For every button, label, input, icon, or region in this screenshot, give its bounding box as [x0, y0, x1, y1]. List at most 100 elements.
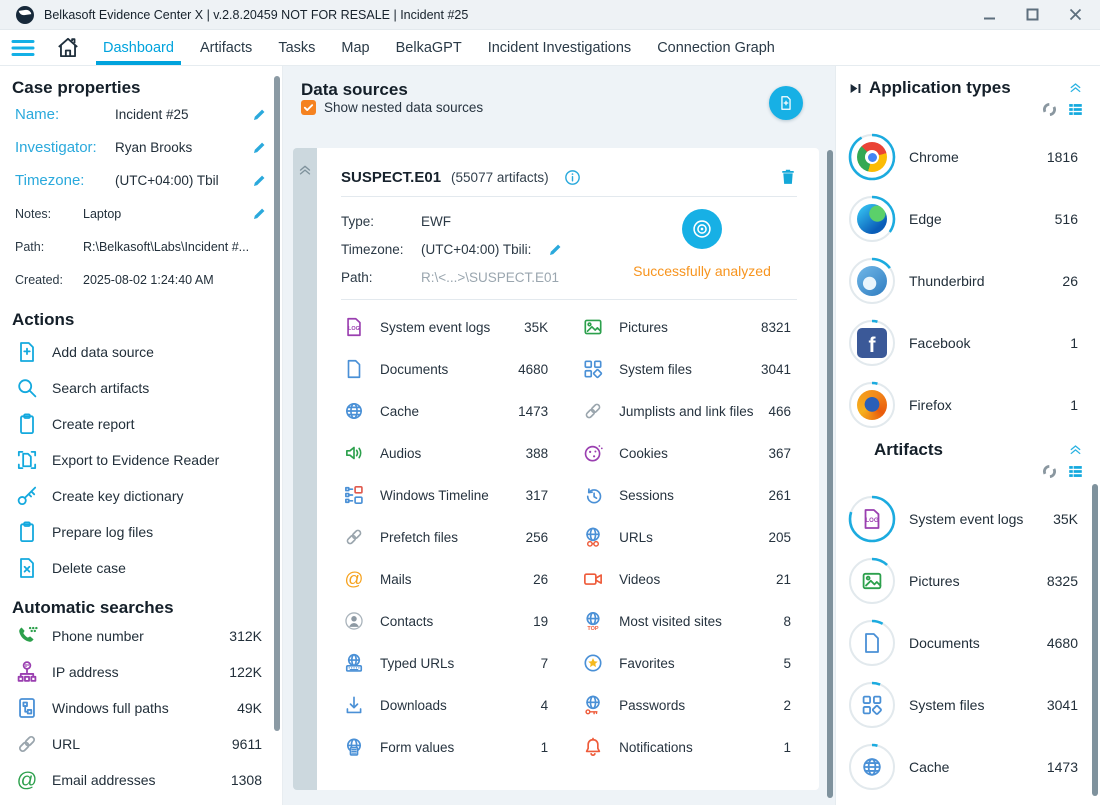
auto-search-email-addresses[interactable]: @ Email addresses 1308: [12, 762, 268, 798]
info-icon[interactable]: [563, 168, 582, 187]
app-type-firefox[interactable]: Firefox 1: [848, 374, 1086, 436]
stat-documents[interactable]: Documents 4680: [343, 348, 548, 390]
artifact-cache[interactable]: Cache 1473: [848, 736, 1086, 798]
artifact-documents[interactable]: Documents 4680: [848, 612, 1086, 674]
auto-search-phone-number[interactable]: Phone number 312K: [12, 618, 268, 654]
edit-pencil-icon[interactable]: [251, 205, 268, 222]
key-icon: [15, 484, 39, 508]
edit-pencil-icon[interactable]: [251, 139, 268, 156]
stat-mails[interactable]: @ Mails 26: [343, 558, 549, 600]
auto-search-label: URL: [52, 736, 81, 752]
right-panel-scrollbar[interactable]: [1092, 484, 1098, 796]
stat-notifications[interactable]: Notifications 1: [582, 726, 791, 768]
auto-search-count: 9611: [231, 736, 262, 752]
stat-count: 317: [525, 487, 549, 503]
tab-connection-graph[interactable]: Connection Graph: [657, 39, 775, 56]
stat-downloads[interactable]: Downloads 4: [343, 684, 548, 726]
data-source-artifact-count: (55077 artifacts): [451, 169, 549, 185]
center-panel-scrollbar[interactable]: [827, 150, 833, 798]
stat-prefetch-files[interactable]: Prefetch files 256: [343, 516, 548, 558]
hamburger-menu-icon[interactable]: [0, 30, 46, 65]
collapse-section-icon[interactable]: [1067, 440, 1084, 457]
stat-count: 367: [768, 445, 791, 461]
minimize-button[interactable]: [983, 8, 996, 21]
action-label: Add data source: [52, 344, 154, 360]
app-type-chrome[interactable]: Chrome 1816: [848, 126, 1086, 188]
case-timezone-row: Timezone: (UTC+04:00) Tbil: [12, 164, 268, 197]
stat-audios[interactable]: Audios 388: [343, 432, 548, 474]
stat-cookies[interactable]: Cookies 367: [582, 432, 791, 474]
edit-pencil-icon[interactable]: [547, 241, 564, 258]
tab-map[interactable]: Map: [341, 39, 370, 56]
action-prepare-log-files[interactable]: Prepare log files: [12, 514, 268, 550]
edit-pencil-icon[interactable]: [251, 106, 268, 123]
action-delete-case[interactable]: Delete case: [12, 550, 268, 586]
action-add-data-source[interactable]: Add data source: [12, 334, 268, 370]
action-create-key-dictionary[interactable]: Create key dictionary: [12, 478, 268, 514]
stat-system-event-logs[interactable]: LOG System event logs 35K: [343, 306, 548, 348]
auto-search-url[interactable]: URL 9611: [12, 726, 268, 762]
home-icon[interactable]: [46, 30, 90, 65]
stat-count: 256: [525, 529, 549, 545]
document-icon: [343, 358, 365, 380]
add-data-source-fab[interactable]: [769, 86, 803, 120]
list-view-icon[interactable]: [1067, 101, 1084, 118]
stat-videos[interactable]: Videos 21: [582, 558, 791, 600]
refresh-icon[interactable]: [1041, 101, 1058, 118]
stat-urls[interactable]: URLs 205: [582, 516, 791, 558]
tab-tasks[interactable]: Tasks: [278, 39, 316, 56]
stat-favorites[interactable]: Favorites 5: [582, 642, 791, 684]
passwords-key-icon: [582, 694, 604, 716]
app-type-thunderbird[interactable]: Thunderbird 26: [848, 250, 1086, 312]
show-nested-checkbox-row[interactable]: Show nested data sources: [301, 100, 835, 115]
stat-passwords[interactable]: Passwords 2: [582, 684, 791, 726]
auto-search-ip-address[interactable]: IP IP address 122K: [12, 654, 268, 690]
stat-count: 1: [540, 739, 549, 755]
action-export-evidence-reader[interactable]: Export to Evidence Reader: [12, 442, 268, 478]
stat-pictures[interactable]: Pictures 8321: [582, 306, 791, 348]
app-type-facebook[interactable]: f Facebook 1: [848, 312, 1086, 374]
svg-text:LOG: LOG: [866, 518, 879, 524]
stat-sessions[interactable]: Sessions 261: [582, 474, 791, 516]
artifact-label: Pictures: [909, 573, 960, 589]
tab-belkagpt[interactable]: BelkaGPT: [395, 39, 462, 56]
app-type-label: Facebook: [909, 335, 971, 351]
stat-count: 261: [768, 487, 791, 503]
artifact-pictures[interactable]: Pictures 8325: [848, 550, 1086, 612]
speaker-icon: [343, 442, 365, 464]
auto-search-windows-full-paths[interactable]: Windows full paths 49K: [12, 690, 268, 726]
left-panel-scrollbar[interactable]: [274, 76, 280, 731]
app-type-edge[interactable]: Edge 516: [848, 188, 1086, 250]
trash-icon[interactable]: [779, 168, 797, 186]
action-search-artifacts[interactable]: Search artifacts: [12, 370, 268, 406]
stat-typed-urls[interactable]: Typed URLs 7: [343, 642, 548, 684]
maximize-button[interactable]: [1026, 8, 1039, 21]
stat-form-values[interactable]: Form values 1: [343, 726, 548, 768]
collapse-chevron-icon[interactable]: [296, 160, 314, 790]
title-bar: Belkasoft Evidence Center X | v.2.8.2045…: [0, 0, 1100, 30]
stat-contacts[interactable]: Contacts 19: [343, 600, 548, 642]
checkbox-checked-icon[interactable]: [301, 100, 316, 115]
stat-system-files[interactable]: System files 3041: [582, 348, 791, 390]
list-view-icon[interactable]: [1067, 463, 1084, 480]
tab-artifacts[interactable]: Artifacts: [199, 39, 253, 56]
artifact-system-event-logs[interactable]: LOG System event logs 35K: [848, 488, 1086, 550]
artifact-system-files[interactable]: System files 3041: [848, 674, 1086, 736]
collapse-card-strip[interactable]: [293, 148, 317, 790]
stat-windows-timeline[interactable]: Windows Timeline 317: [343, 474, 548, 516]
investigator-value: Ryan Brooks: [115, 140, 193, 155]
stat-cache[interactable]: Cache 1473: [343, 390, 548, 432]
close-button[interactable]: [1069, 8, 1082, 21]
tab-dashboard[interactable]: Dashboard: [90, 30, 187, 65]
refresh-icon[interactable]: [1041, 463, 1058, 480]
edit-pencil-icon[interactable]: [251, 172, 268, 189]
stat-most-visited-sites[interactable]: TOP Most visited sites 8: [582, 600, 791, 642]
action-create-report[interactable]: Create report: [12, 406, 268, 442]
collapse-section-icon[interactable]: [1067, 78, 1084, 95]
contact-icon: [343, 610, 365, 632]
case-name-row: Name: Incident #25: [12, 98, 268, 131]
tab-incident-investigations[interactable]: Incident Investigations: [487, 39, 632, 56]
stat-count: 26: [533, 571, 549, 587]
source-path-row: Path: R:\<...>\SUSPECT.E01: [341, 263, 607, 291]
stat-jumplists[interactable]: Jumplists and link files 466: [582, 390, 791, 432]
